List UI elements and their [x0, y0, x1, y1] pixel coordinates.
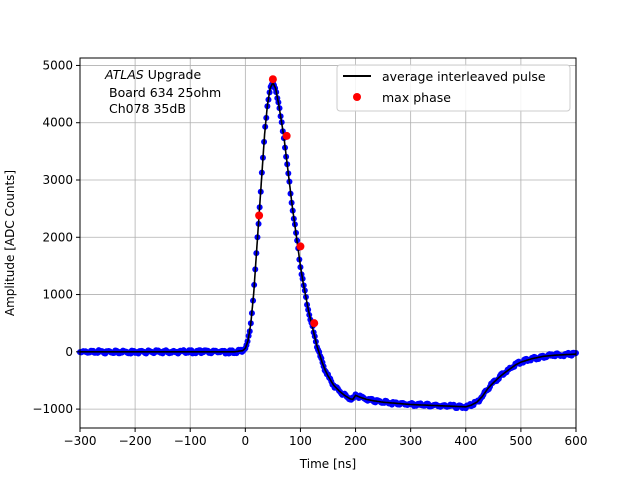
x-tick-label: −200 [119, 434, 152, 448]
annotation-line-1: ATLAS Upgrade [104, 67, 201, 82]
annotation-upgrade: Upgrade [144, 67, 202, 82]
max-phase-point [282, 131, 291, 140]
average-pulse-line [80, 80, 576, 408]
max-phase-point [255, 211, 264, 220]
legend: average interleaved pulse max phase [336, 64, 571, 112]
y-tick-label: 4000 [42, 116, 73, 130]
average-pulse-line-layer [80, 80, 576, 408]
annotation-line-3: Ch078 35dB [109, 101, 186, 116]
max-phase-point [310, 319, 319, 328]
x-tick-label: 0 [242, 434, 250, 448]
y-tick-label: 0 [65, 345, 73, 359]
x-tick-label: −300 [64, 434, 97, 448]
y-tick-label: −1000 [32, 402, 73, 416]
y-tick-label: 1000 [42, 288, 73, 302]
max-phase-markers [255, 75, 319, 328]
annotation-box: ATLAS Upgrade Board 634 25ohm Ch078 35dB [104, 67, 221, 116]
legend-entry-average: average interleaved pulse [382, 69, 546, 84]
sample-points [77, 79, 579, 412]
x-axis-label: Time [ns] [299, 457, 356, 471]
max-phase-point [268, 75, 277, 84]
y-axis-label: Amplitude [ADC Counts] [3, 170, 17, 316]
legend-marker-swatch [353, 93, 361, 101]
axis-ticks: −300 −200 −100 0 100 200 300 400 500 600−10000100… [32, 58, 587, 448]
annotation-line-2: Board 634 25ohm [109, 85, 221, 100]
y-tick-label: 2000 [42, 230, 73, 244]
x-tick-label: 100 [289, 434, 312, 448]
y-tick-label: 5000 [42, 58, 73, 72]
annotation-atlas: ATLAS [104, 67, 144, 82]
max-phase-point [296, 242, 305, 251]
x-tick-label: 600 [565, 434, 588, 448]
y-tick-label: 3000 [42, 173, 73, 187]
x-tick-label: 400 [454, 434, 477, 448]
x-tick-label: −100 [174, 434, 207, 448]
legend-entry-max-phase: max phase [382, 90, 451, 105]
x-tick-label: 200 [344, 434, 367, 448]
legend-frame [336, 64, 571, 112]
x-tick-label: 500 [509, 434, 532, 448]
plot-frame [79, 57, 577, 429]
x-tick-label: 300 [399, 434, 422, 448]
